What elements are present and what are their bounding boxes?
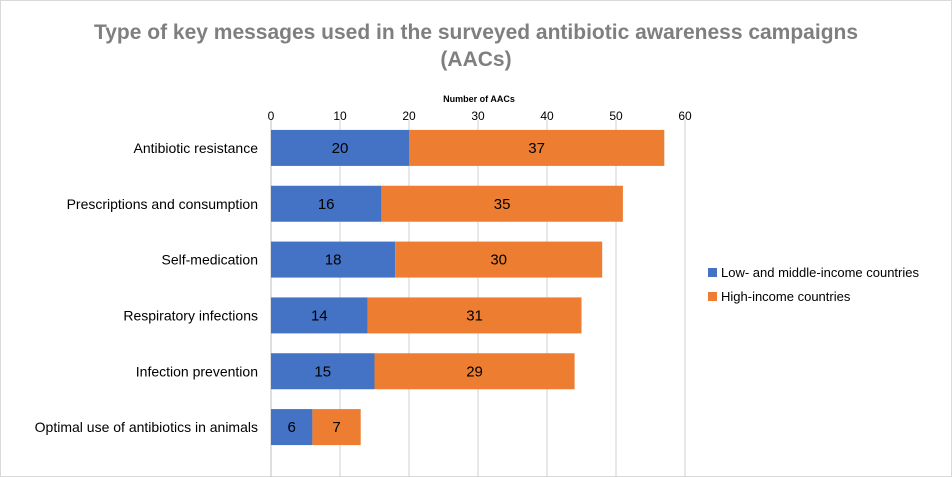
data-label-respiratory-infections-low-middle-income: 14 bbox=[311, 307, 328, 324]
data-label-respiratory-infections-high-income: 31 bbox=[466, 307, 483, 324]
legend-swatch-high-income bbox=[708, 291, 717, 301]
data-label-optimal-use-of-antibiotics-in-animals-high-income: 7 bbox=[332, 419, 340, 436]
data-label-antibiotic-resistance-low-middle-income: 20 bbox=[332, 140, 349, 157]
bar-self-medication-high-income bbox=[395, 241, 603, 278]
bar-respiratory-infections-low-middle-income bbox=[271, 297, 368, 334]
legend-swatch-low-middle-income bbox=[708, 267, 717, 277]
category-label-self-medication: Self-medication bbox=[162, 252, 259, 268]
data-label-infection-prevention-low-middle-income: 15 bbox=[314, 363, 331, 380]
category-label-prescriptions-and-consumption: Prescriptions and consumption bbox=[67, 196, 258, 212]
data-label-optimal-use-of-antibiotics-in-animals-low-middle-income: 6 bbox=[288, 419, 296, 436]
data-label-prescriptions-and-consumption-low-middle-income: 16 bbox=[318, 196, 335, 213]
legend-item-high-income: High-income countries bbox=[708, 284, 919, 308]
bar-antibiotic-resistance-low-middle-income bbox=[271, 129, 409, 166]
bar-respiratory-infections-high-income bbox=[367, 297, 582, 334]
x-tick-label-0: 0 bbox=[268, 109, 275, 123]
category-label-optimal-use-of-antibiotics-in-animals: Optimal use of antibiotics in animals bbox=[35, 419, 258, 435]
data-labels: 20 37 16 35 18 30 14 31 15 29 6 7 bbox=[288, 140, 545, 436]
x-axis-title: Number of AACs bbox=[443, 94, 515, 104]
category-label-infection-prevention: Infection prevention bbox=[136, 363, 258, 379]
data-label-antibiotic-resistance-high-income: 37 bbox=[528, 140, 545, 157]
data-label-infection-prevention-high-income: 29 bbox=[466, 363, 483, 380]
category-label-antibiotic-resistance: Antibiotic resistance bbox=[133, 140, 258, 156]
x-tick-label-60: 60 bbox=[678, 109, 692, 123]
data-label-self-medication-low-middle-income: 18 bbox=[325, 252, 342, 269]
bar-optimal-use-of-antibiotics-in-animals-low-middle-income bbox=[271, 409, 313, 446]
legend-label-low-middle-income: Low- and middle-income countries bbox=[721, 264, 919, 280]
x-tick-label-20: 20 bbox=[402, 109, 416, 123]
x-tick-label-40: 40 bbox=[540, 109, 554, 123]
legend-item-low-middle-income: Low- and middle-income countries bbox=[708, 260, 919, 284]
category-label-respiratory-infections: Respiratory infections bbox=[123, 307, 258, 323]
x-tick-label-50: 50 bbox=[609, 109, 623, 123]
bar-infection-prevention-low-middle-income bbox=[271, 353, 375, 390]
bars bbox=[271, 129, 665, 446]
category-labels: Antibiotic resistance Prescriptions and c… bbox=[35, 140, 259, 435]
x-tick-label-30: 30 bbox=[471, 109, 485, 123]
bar-self-medication-low-middle-income bbox=[271, 241, 396, 278]
legend-label-high-income: High-income countries bbox=[721, 288, 851, 304]
bar-prescriptions-and-consumption-high-income bbox=[381, 185, 623, 222]
x-tick-label-10: 10 bbox=[333, 109, 347, 123]
bar-infection-prevention-high-income bbox=[374, 353, 575, 390]
chart-title-line-1: Type of key messages used in the surveye… bbox=[93, 21, 859, 44]
bar-optimal-use-of-antibiotics-in-animals-high-income bbox=[312, 409, 361, 446]
data-label-self-medication-high-income: 30 bbox=[490, 252, 507, 269]
x-axis-ticks: 0 10 20 30 40 50 60 bbox=[268, 109, 692, 123]
data-label-prescriptions-and-consumption-high-income: 35 bbox=[494, 196, 511, 213]
bar-prescriptions-and-consumption-low-middle-income bbox=[271, 185, 382, 222]
legend: Low- and middle-income countries High-in… bbox=[708, 260, 919, 308]
bar-antibiotic-resistance-high-income bbox=[409, 129, 665, 166]
chart-title-line-2: (AACs) bbox=[440, 48, 512, 71]
